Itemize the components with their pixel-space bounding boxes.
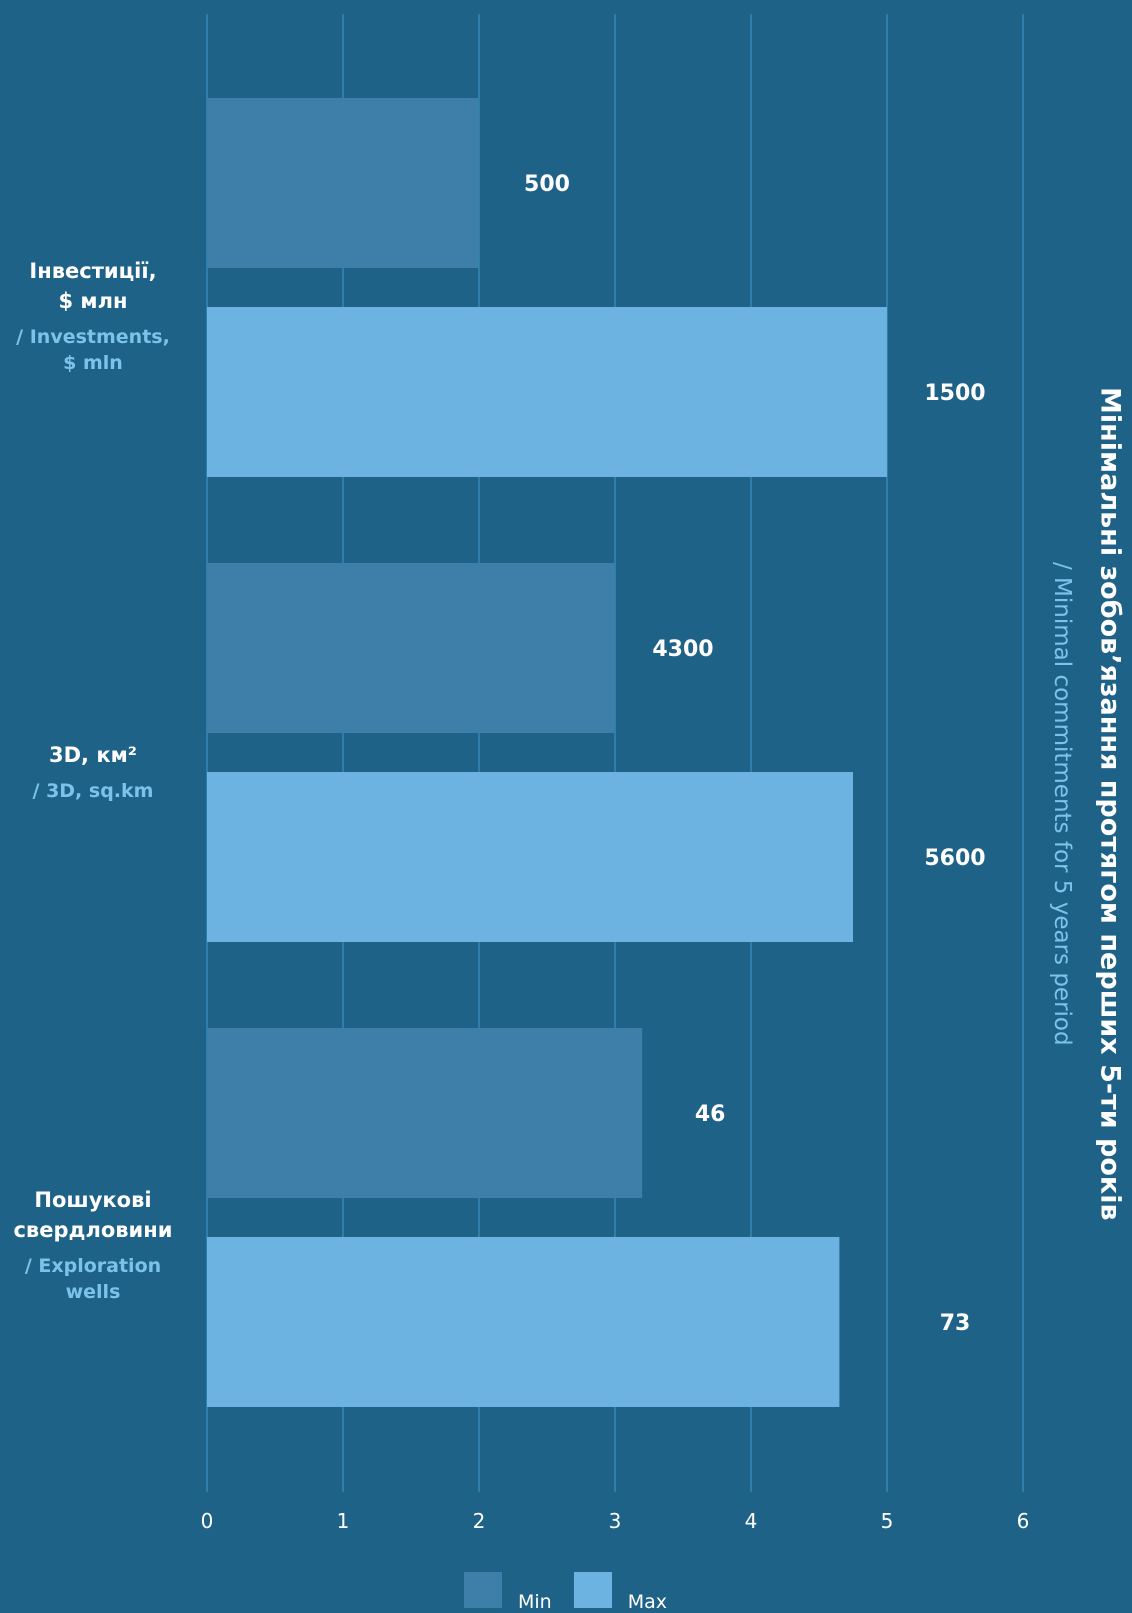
- bar-min: [207, 98, 479, 268]
- data-label-min: 4300: [652, 637, 713, 662]
- category-label-3d: 3D, км² / 3D, sq.km: [0, 740, 188, 804]
- x-tick-label: 1: [337, 1509, 350, 1533]
- x-tick-label: 2: [473, 1509, 486, 1533]
- legend-item-max: Max: [573, 1572, 667, 1613]
- bars: [207, 98, 887, 1407]
- data-label-max: 73: [940, 1311, 971, 1336]
- category-label-investments: Інвестиції, $ млн / Investments, $ mln: [0, 256, 188, 376]
- legend-swatch-min: [464, 1572, 502, 1608]
- category-name-en: / Investments,: [16, 326, 170, 348]
- x-tick-label: 4: [745, 1509, 758, 1533]
- category-name-en: $ mln: [63, 352, 123, 374]
- x-tick-label: 5: [881, 1509, 894, 1533]
- category-name-en: / 3D, sq.km: [32, 780, 154, 802]
- category-name-ua: Інвестиції,: [29, 259, 157, 283]
- legend-label-max: Max: [627, 1591, 667, 1613]
- category-name-ua: 3D, км²: [49, 743, 137, 767]
- data-label-min: 46: [695, 1102, 726, 1127]
- bar-max: [207, 307, 887, 477]
- bar-min: [207, 1028, 643, 1198]
- value-labels: 500 1500 4300 5600 46 73: [524, 172, 986, 1336]
- bar-max: [207, 1237, 840, 1407]
- category-name-en: / Exploration: [24, 1255, 162, 1277]
- category-name-ua: свердловини: [13, 1218, 173, 1242]
- category-name-ua: $ млн: [58, 289, 128, 313]
- bar-max: [207, 772, 853, 942]
- category-name-ua: Пошукові: [34, 1188, 152, 1212]
- legend: Min Max: [464, 1572, 689, 1613]
- category-label-exploration-wells: Пошукові свердловини / Exploration wells: [0, 1185, 188, 1305]
- category-name-en: wells: [65, 1281, 121, 1303]
- chart-title-ua: Мінімальні зобов’язання протягом перших …: [1094, 386, 1126, 1221]
- x-tick-label: 3: [609, 1509, 622, 1533]
- legend-label-min: Min: [518, 1591, 552, 1613]
- data-label-max: 5600: [924, 846, 985, 871]
- data-label-max: 1500: [924, 381, 985, 406]
- legend-swatch-max: [573, 1572, 612, 1608]
- x-tick-label: 6: [1017, 1509, 1030, 1533]
- data-label-min: 500: [524, 172, 570, 197]
- chart-subtitle-en: / Minimal commitments for 5 years period: [1049, 561, 1075, 1046]
- bar-min: [207, 563, 615, 733]
- x-tick-label: 0: [201, 1509, 214, 1533]
- legend-item-min: Min: [464, 1572, 552, 1613]
- x-axis-ticks: 0 1 2 3 4 5 6: [201, 1509, 1030, 1533]
